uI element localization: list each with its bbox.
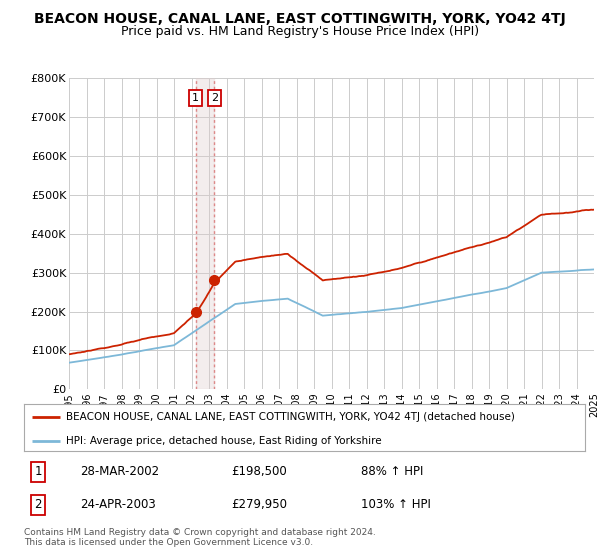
Text: BEACON HOUSE, CANAL LANE, EAST COTTINGWITH, YORK, YO42 4TJ (detached house): BEACON HOUSE, CANAL LANE, EAST COTTINGWI… [66, 412, 515, 422]
Text: £198,500: £198,500 [232, 465, 287, 478]
Text: Contains HM Land Registry data © Crown copyright and database right 2024.
This d: Contains HM Land Registry data © Crown c… [24, 528, 376, 547]
Text: HPI: Average price, detached house, East Riding of Yorkshire: HPI: Average price, detached house, East… [66, 436, 382, 446]
Text: 1: 1 [192, 93, 199, 103]
Text: 2: 2 [34, 498, 42, 511]
Text: 1: 1 [34, 465, 42, 478]
Text: Price paid vs. HM Land Registry's House Price Index (HPI): Price paid vs. HM Land Registry's House … [121, 25, 479, 38]
Text: 28-MAR-2002: 28-MAR-2002 [80, 465, 159, 478]
Text: 88% ↑ HPI: 88% ↑ HPI [361, 465, 423, 478]
Text: 24-APR-2003: 24-APR-2003 [80, 498, 156, 511]
Text: 2: 2 [211, 93, 218, 103]
Text: 103% ↑ HPI: 103% ↑ HPI [361, 498, 430, 511]
Text: £279,950: £279,950 [232, 498, 287, 511]
Text: BEACON HOUSE, CANAL LANE, EAST COTTINGWITH, YORK, YO42 4TJ: BEACON HOUSE, CANAL LANE, EAST COTTINGWI… [34, 12, 566, 26]
Bar [196, 78, 214, 389]
